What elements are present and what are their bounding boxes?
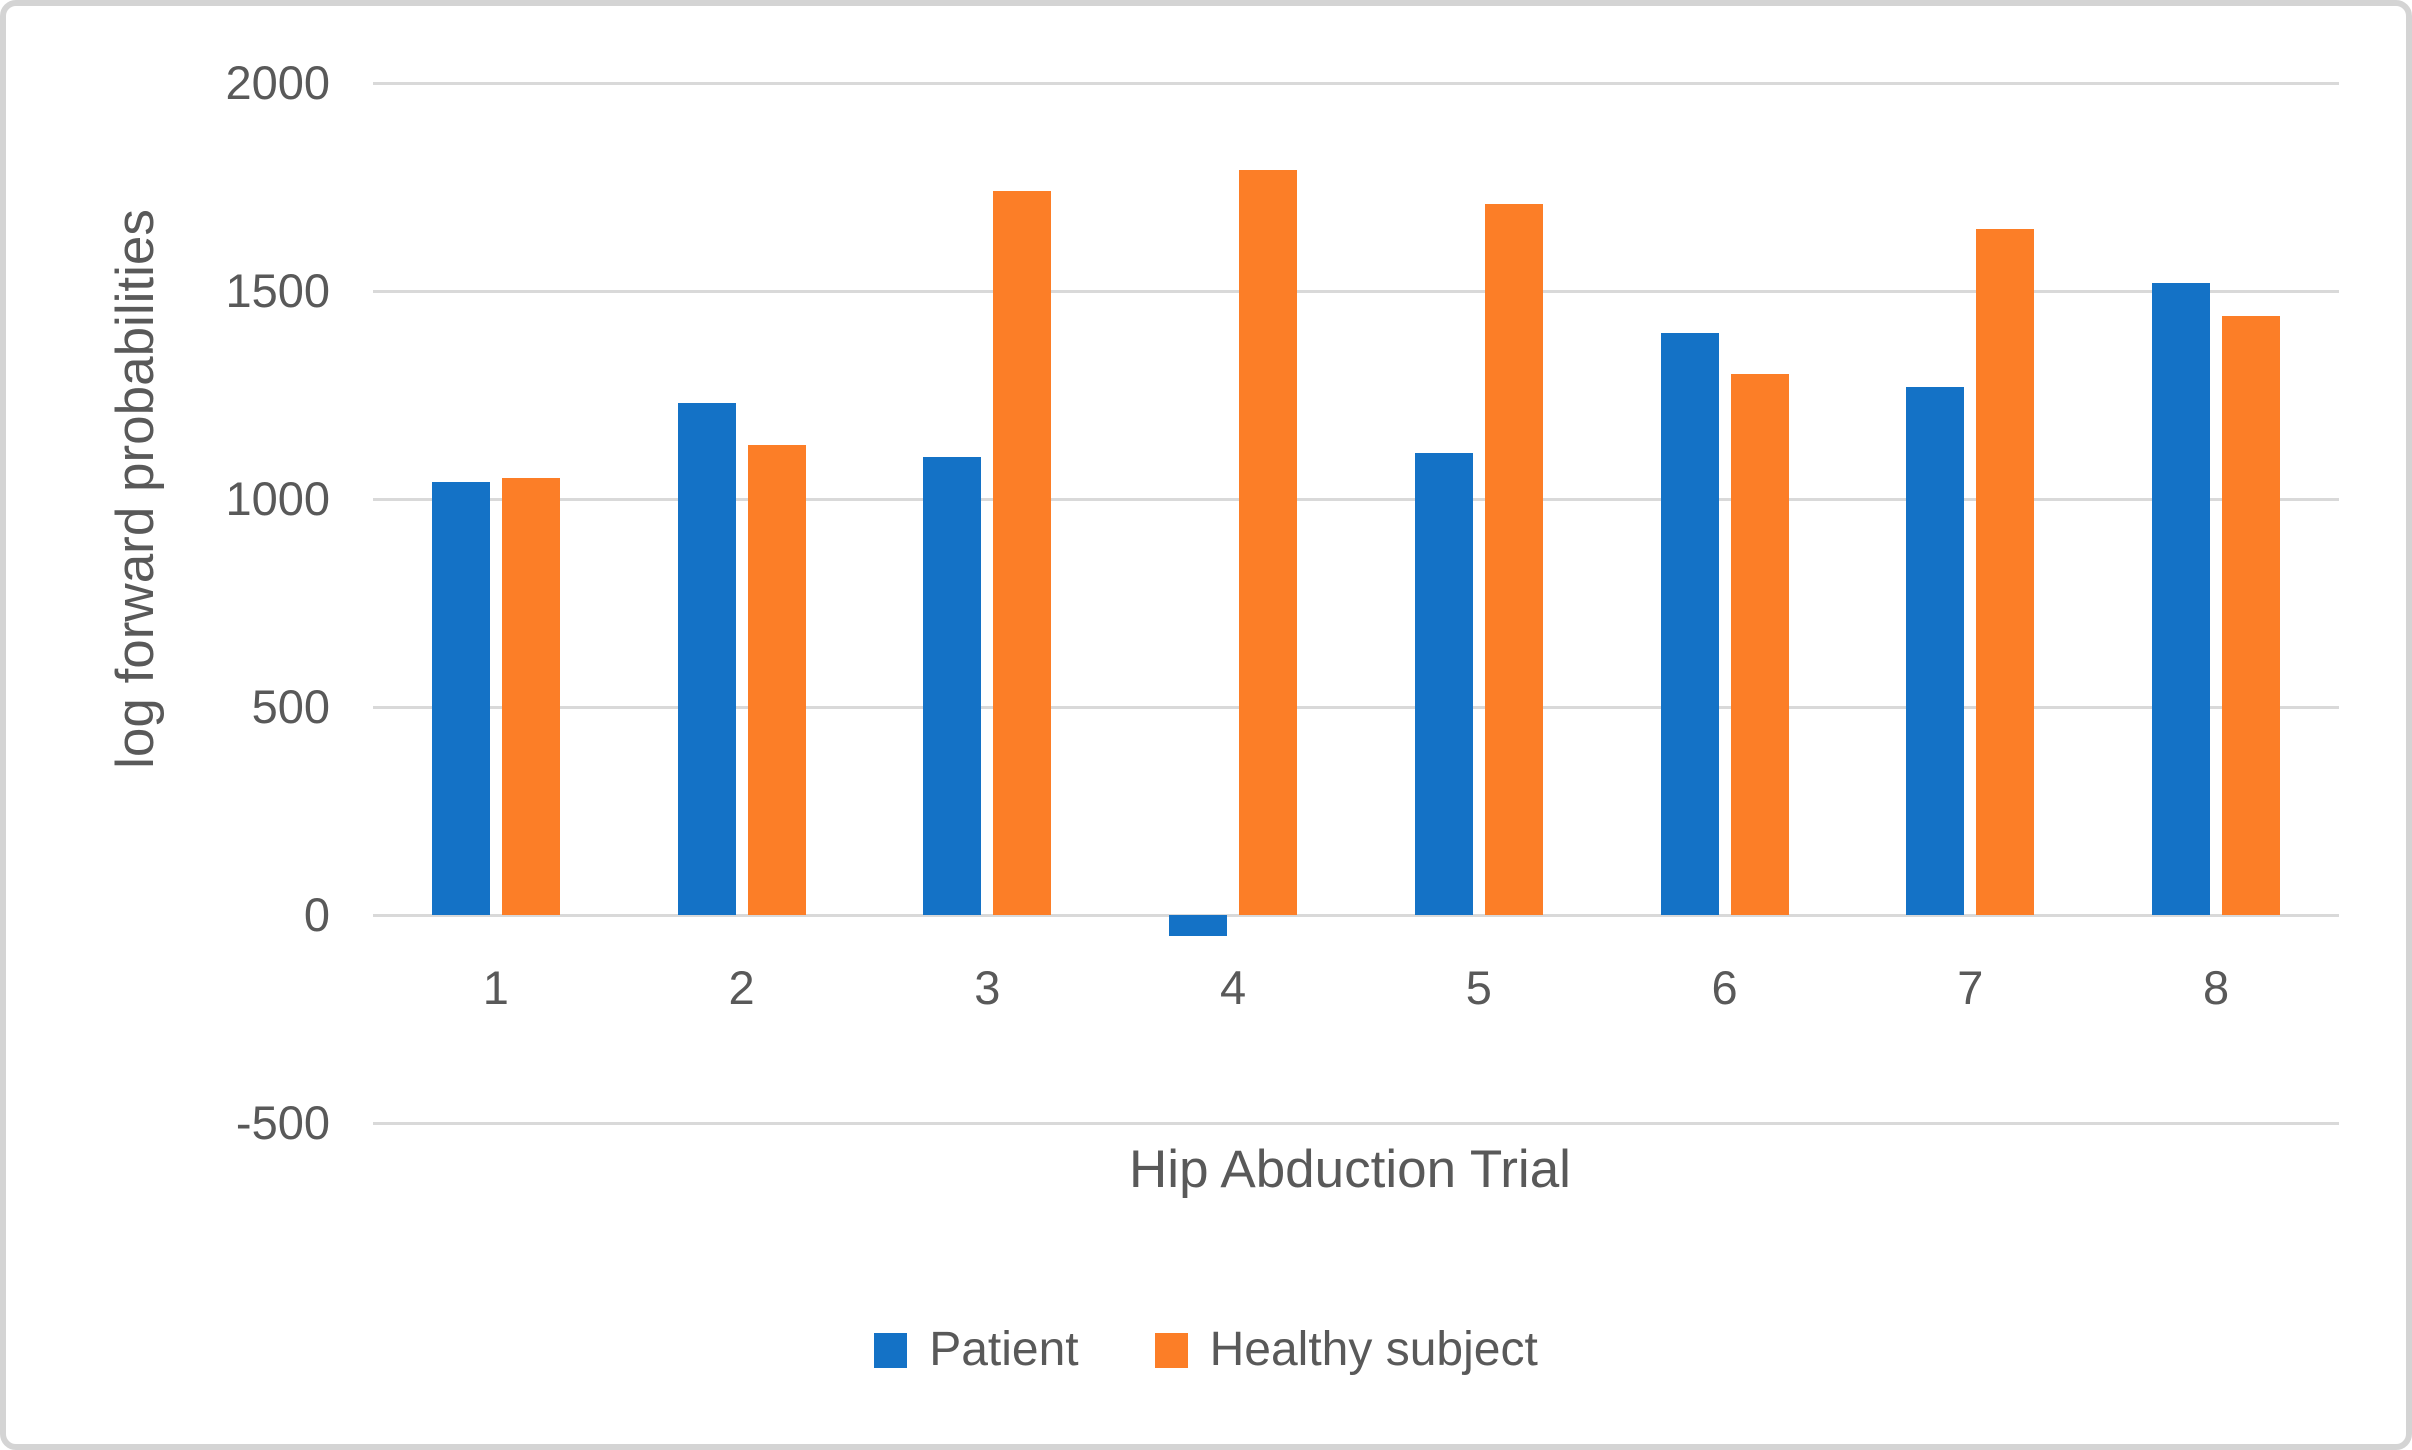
bar-healthy-subject-trial-6 <box>1730 374 1789 915</box>
x-tick-label-1: 1 <box>482 961 509 1014</box>
gridline-y-1500 <box>373 289 2339 293</box>
legend-swatch-icon <box>874 1332 908 1368</box>
gridline-y-0 <box>373 913 2339 917</box>
bar-healthy-subject-trial-2 <box>747 444 806 915</box>
bar-patient-trial-2 <box>677 403 736 915</box>
bar-patient-trial-8 <box>2152 282 2211 915</box>
bar-healthy-subject-trial-3 <box>993 191 1052 915</box>
x-axis-title: Hip Abduction Trial <box>1129 1140 1571 1199</box>
legend-label: Healthy subject <box>1209 1323 1538 1376</box>
bar-patient-trial-4 <box>1169 915 1228 936</box>
x-tick-label-4: 4 <box>1220 961 1247 1014</box>
x-tick-label-6: 6 <box>1711 961 1738 1014</box>
y-tick-label: 500 <box>251 680 330 733</box>
legend-item-healthy-subject: Healthy subject <box>1154 1322 1538 1378</box>
chart-legend: Patient Healthy subject <box>6 1322 2406 1378</box>
bar-patient-trial-5 <box>1414 453 1473 915</box>
y-tick-label: 1000 <box>225 472 330 525</box>
x-tick-label-5: 5 <box>1465 961 1492 1014</box>
y-tick-label: 2000 <box>225 56 330 109</box>
gridline-y-500 <box>373 705 2339 709</box>
legend-swatch-icon <box>1154 1332 1188 1368</box>
x-tick-label-2: 2 <box>728 961 755 1014</box>
bar-healthy-subject-trial-4 <box>1239 170 1298 915</box>
legend-label: Patient <box>929 1323 1079 1376</box>
bar-patient-trial-1 <box>431 482 490 915</box>
x-tick-label-7: 7 <box>1957 961 1984 1014</box>
bar-patient-trial-6 <box>1660 332 1719 915</box>
y-tick-label: 0 <box>303 888 330 941</box>
gridline-y-1000 <box>373 497 2339 501</box>
bar-healthy-subject-trial-8 <box>2222 315 2281 915</box>
gridline-y--500 <box>373 1121 2339 1125</box>
y-tick-label: -500 <box>235 1096 330 1149</box>
legend-item-patient: Patient <box>874 1322 1079 1378</box>
bar-healthy-subject-trial-7 <box>1976 228 2035 915</box>
x-tick-label-8: 8 <box>2203 961 2230 1014</box>
x-tick-label-3: 3 <box>974 961 1001 1014</box>
bar-patient-trial-7 <box>1906 386 1965 915</box>
gridline-y-2000 <box>373 81 2339 85</box>
y-tick-label: 1500 <box>225 264 330 317</box>
bar-healthy-subject-trial-1 <box>501 478 560 915</box>
bar-patient-trial-3 <box>923 457 982 915</box>
bar-healthy-subject-trial-5 <box>1484 203 1543 915</box>
